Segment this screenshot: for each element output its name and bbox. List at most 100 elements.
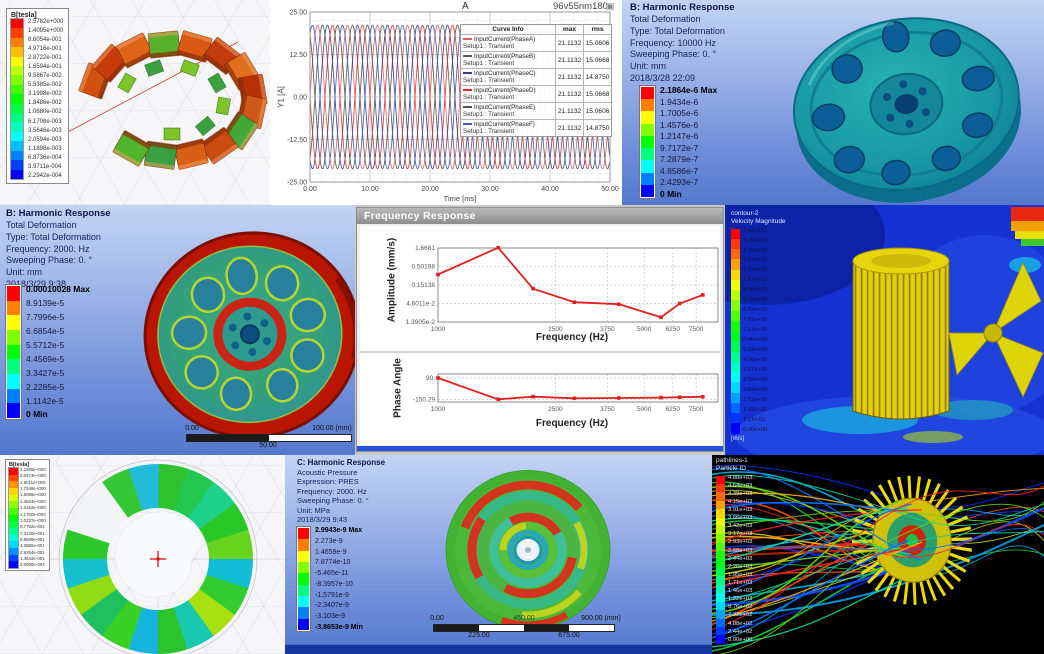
svg-text:-12.50: -12.50	[287, 137, 307, 144]
svg-text:Time [ms]: Time [ms]	[444, 194, 477, 203]
svg-text:12.50: 12.50	[289, 52, 307, 59]
wheel-render-teal	[792, 17, 1021, 203]
svg-text:4.6011e-2: 4.6011e-2	[406, 301, 435, 308]
panel-harmonic-10000: B: Harmonic Response Total Deformation Typ…	[622, 0, 1044, 205]
rotor-render	[10, 459, 280, 654]
panel-harmonic-2000: B: Harmonic Response Total Deformation Typ…	[0, 205, 355, 455]
colorbar	[716, 475, 725, 644]
deformation-legend: 0.00010028 Max 8.9139e-5 7.7996e-5 6.6854e-…	[6, 285, 90, 419]
design-badge: 96v55nm180	[553, 1, 608, 12]
colorbar-labels: 4.88e+03 4.64e+03 4.39e+03 4.15e+03 3.91e+03…	[728, 474, 753, 643]
svg-text:20.00: 20.00	[421, 186, 439, 193]
scale-ruler-100mm: 0.00 100.00 (mm) 50.00	[185, 425, 352, 451]
svg-text:90.: 90.	[426, 375, 435, 382]
svg-text:2500: 2500	[548, 406, 563, 413]
svg-text:6250: 6250	[666, 326, 681, 333]
phase-axis-label: Phase Angle	[392, 358, 404, 418]
legend-title: B[tesla]	[11, 12, 37, 19]
wheel-render-red	[143, 231, 355, 439]
legend-title: pathlines-1 Particle ID	[716, 457, 748, 472]
colorbar-labels: 0.00010028 Max 8.9139e-5 7.7996e-5 6.6854e-…	[26, 284, 90, 420]
svg-text:6250: 6250	[666, 406, 681, 413]
frequency-axis-label-top: Frequency (Hz)	[535, 332, 609, 343]
legend-title: B[tesla]	[9, 462, 30, 468]
colorbar-labels: 2.1935e+000 2.0473e+000 1.9011e+000 1.7548e…	[20, 467, 46, 568]
ruler-bar	[433, 624, 615, 632]
svg-text:0.15138: 0.15138	[412, 282, 436, 289]
colorbar	[11, 19, 23, 179]
window-icon: ▣	[606, 1, 615, 11]
window-bottom-border	[357, 446, 723, 451]
ruler-label: 450.00	[513, 615, 535, 622]
colorbar-labels: 2.5782e+000 1.4095e+000 8.6054e-001 4.9716e…	[28, 19, 64, 179]
svg-text:5000: 5000	[637, 326, 652, 333]
window-titlebar[interactable]: Frequency Response	[357, 208, 723, 224]
panel-frequency-response: Frequency Response 1.6681 0.50198 0.15138 4…	[355, 205, 725, 455]
panel-pathlines: pathlines-1 Particle ID 4.88e+03 4.64e+03 4…	[712, 455, 1044, 654]
ruler-label: 50.00	[259, 442, 277, 449]
panel-cfd-contour: contour-2 Velocity Magnitude 1.42e+01 1.35…	[725, 205, 1044, 455]
amplitude-axis-label: Amplitude (mm/s)	[386, 237, 398, 323]
frequency-response-window: Frequency Response 1.6681 0.50198 0.15138 4…	[356, 207, 724, 452]
pathlines-render	[712, 465, 1044, 654]
window-bottom-border	[285, 644, 712, 654]
colorbar	[640, 86, 655, 198]
svg-text:0.00: 0.00	[293, 95, 307, 102]
acoustic-legend: 2.9943e-9 Max 2.273e-9 1.4659e-9 7.8774e-10…	[297, 527, 363, 631]
window-body: 1.6681 0.50198 0.15138 4.6011e-2 1.3905e-2 10…	[360, 226, 720, 445]
scale-ruler-900mm: 0.00 450.00 900.00 (mm) 225.00 675.00	[430, 615, 621, 641]
svg-text:2500: 2500	[548, 326, 563, 333]
panel-acoustic: C: Harmonic Response Acoustic Pressure Exp…	[285, 455, 712, 654]
svg-text:5000: 5000	[637, 406, 652, 413]
panel-flux-rotor: B[tesla] 2.1935e+000 2.0473e+000 1.9011e+0…	[0, 455, 285, 654]
frequency-plots: 1.66810.501980.151384.6011e-21.3905e-210…	[360, 245, 720, 413]
particle-legend: pathlines-1 Particle ID 4.88e+03 4.64e+03 4…	[716, 457, 752, 644]
svg-text:25.00: 25.00	[289, 10, 307, 17]
colorbar-labels: 1.42e+01 1.35e+01 1.28e+01 1.21e+01 1.14e+01…	[743, 227, 768, 433]
colorbar-labels: 2.1864e-6 Max 1.9434e-6 1.7005e-6 1.4576e-6…	[660, 85, 718, 199]
svg-text:0.50198: 0.50198	[412, 264, 436, 271]
panel-current-plot: 0.00 10.00 20.00 30.00 40.00 50.00 25.00 12.50 0…	[270, 0, 622, 205]
colorbar	[297, 527, 310, 631]
colorbar	[9, 468, 18, 569]
colorbar	[731, 228, 740, 434]
panel-flux-stator: B[tesla] 2.5782e+000 1.4095e+000 8.6054e-0…	[0, 0, 271, 205]
colorbar	[6, 285, 21, 419]
result-header: B: Harmonic Response Total Deformation Typ…	[630, 2, 735, 83]
cfd-render	[725, 205, 1044, 455]
result-header: B: Harmonic Response Total Deformation Typ…	[6, 208, 111, 289]
result-header: C: Harmonic Response Acoustic Pressure Exp…	[297, 458, 386, 524]
ruler-label: 0.00	[185, 425, 199, 432]
ruler-label: 225.00	[468, 632, 490, 639]
legend-unit: [m/s]	[731, 435, 744, 442]
ruler-bar	[186, 434, 352, 442]
velocity-legend: contour-2 Velocity Magnitude 1.42e+01 1.35…	[731, 210, 786, 442]
svg-text:-150.29: -150.29	[413, 396, 435, 403]
ruler-label: 0.00	[430, 615, 444, 622]
ruler-label: 900.00 (mm)	[581, 615, 621, 622]
acoustic-disc-render	[445, 469, 611, 631]
plot-title: A	[462, 1, 469, 12]
svg-text:0.00: 0.00	[303, 186, 317, 193]
stator-render	[29, 30, 268, 170]
svg-text:3750: 3750	[600, 406, 615, 413]
svg-text:1.6681: 1.6681	[415, 245, 435, 252]
svg-text:40.00: 40.00	[541, 186, 559, 193]
flux-stator-legend: B[tesla] 2.5782e+000 1.4095e+000 8.6054e-0…	[6, 8, 70, 184]
svg-text:1000: 1000	[431, 406, 446, 413]
frequency-axis-label-bottom: Frequency (Hz)	[535, 418, 609, 429]
svg-text:1.3905e-2: 1.3905e-2	[406, 319, 436, 326]
svg-text:7500: 7500	[689, 406, 704, 413]
svg-text:30.00: 30.00	[481, 186, 499, 193]
svg-text:-25.00: -25.00	[287, 180, 307, 187]
svg-text:50.00: 50.00	[601, 186, 619, 193]
legend-title: contour-2 Velocity Magnitude	[731, 210, 786, 225]
svg-text:1000: 1000	[431, 326, 446, 333]
y-axis-label: Y1 [A]	[276, 86, 286, 108]
ruler-label: 675.00	[558, 632, 580, 639]
ruler-label: 100.00 (mm)	[312, 425, 352, 432]
svg-text:3750: 3750	[600, 326, 615, 333]
colorbar-labels: 2.9943e-9 Max 2.273e-9 1.4659e-9 7.8774e-10…	[315, 527, 363, 631]
deformation-legend: 2.1864e-6 Max 1.9434e-6 1.7005e-6 1.4576e-6…	[640, 86, 717, 198]
